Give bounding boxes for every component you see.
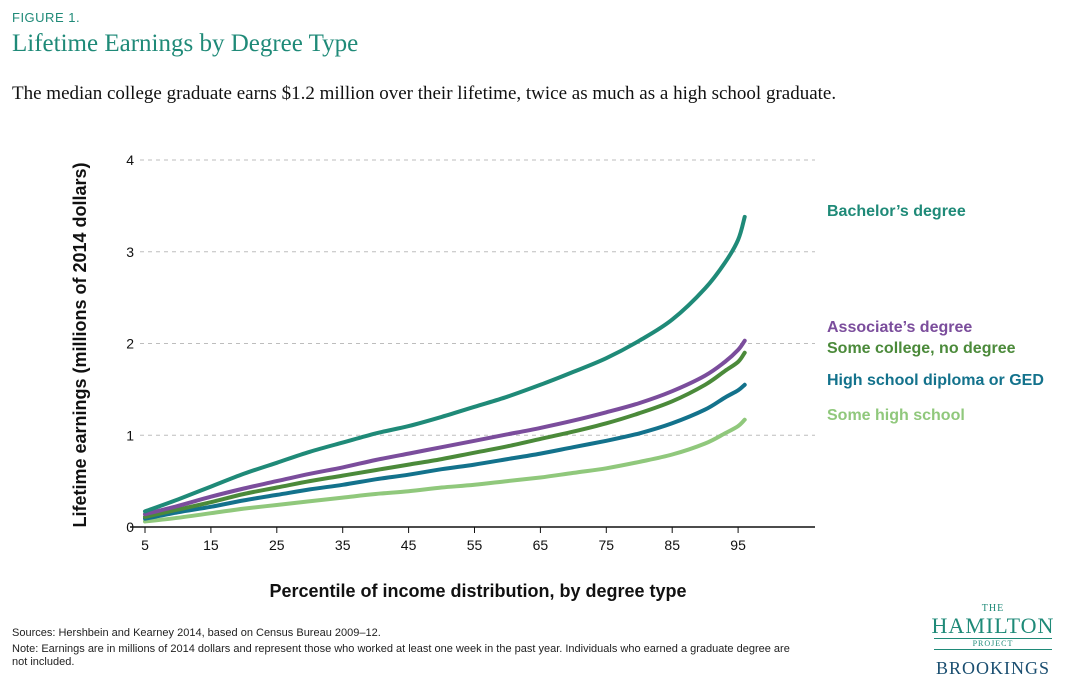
chart-subtitle: The median college graduate earns $1.2 m… [12, 83, 837, 104]
x-axis-label: Percentile of income distribution, by de… [269, 581, 686, 601]
y-tick-label: 1 [126, 427, 134, 443]
series-label-0: Bachelor’s degree [827, 203, 966, 220]
series-label-2: Some college, no degree [827, 340, 1016, 357]
hamilton-project-logo: THE HAMILTON PROJECT BROOKINGS [918, 600, 1068, 679]
x-tick-label: 35 [335, 537, 351, 553]
x-tick-label: 65 [533, 537, 549, 553]
y-axis-label: Lifetime earnings (millions of 2014 doll… [70, 162, 90, 527]
series-line-2 [143, 350, 747, 519]
series-label-3: High school diploma or GED [827, 372, 1044, 389]
note-text: Note: Earnings are in millions of 2014 d… [12, 643, 790, 668]
series-line-1 [143, 338, 747, 517]
y-tick-label: 3 [126, 244, 134, 260]
series-label-4: Some high school [827, 407, 965, 424]
sources-text: Sources: Hershbein and Kearney 2014, bas… [12, 627, 381, 639]
x-tick-label: 95 [730, 537, 746, 553]
series-labels: Bachelor’s degree Associate’s degree Some … [827, 203, 1044, 424]
brookings-logo: BROOKINGS [935, 658, 1050, 678]
chart-title: Lifetime Earnings by Degree Type [12, 30, 359, 57]
y-tick-label: 4 [126, 152, 134, 168]
x-tick-label: 5 [141, 537, 149, 553]
logo-the: THE [981, 603, 1005, 614]
series-lines [143, 214, 747, 524]
series-line-3 [143, 382, 747, 521]
series-line-4 [143, 417, 747, 524]
series-label-1: Associate’s degree [827, 319, 972, 336]
x-tick-label: 15 [203, 537, 219, 553]
logo-hamilton: HAMILTON [931, 613, 1055, 638]
x-tick-label: 85 [664, 537, 680, 553]
figure-label: FIGURE 1. [12, 10, 81, 25]
series-line-0 [143, 214, 747, 514]
x-tick-label: 55 [467, 537, 483, 553]
x-tick-label: 75 [599, 537, 615, 553]
x-tick-label: 25 [269, 537, 285, 553]
x-tick-label: 45 [401, 537, 417, 553]
y-tick-label: 2 [126, 336, 134, 352]
logo-project: PROJECT [934, 638, 1052, 650]
gridlines [140, 159, 815, 436]
